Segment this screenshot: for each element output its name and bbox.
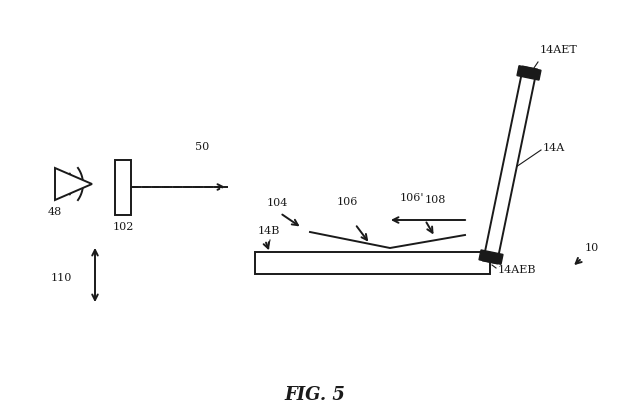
Text: 108: 108 [425,195,447,205]
Text: 14A: 14A [543,143,565,153]
Text: 48: 48 [48,207,62,217]
Bar [255,252,490,274]
Text: 14B: 14B [258,226,280,236]
Text: 102: 102 [112,222,134,232]
Polygon shape [517,66,541,80]
Text: 106': 106' [400,193,424,203]
Bar [115,160,131,215]
Text: FIG. 5: FIG. 5 [285,386,345,404]
Text: 14AET: 14AET [540,45,578,55]
Polygon shape [55,168,92,200]
Text: 10: 10 [585,243,599,253]
Text: 104: 104 [266,198,288,208]
Polygon shape [479,250,503,264]
Text: 50: 50 [195,142,209,152]
Polygon shape [483,67,537,263]
Text: 110: 110 [50,273,72,283]
Text: 106: 106 [336,197,358,207]
Text: 14AEB: 14AEB [498,265,537,275]
